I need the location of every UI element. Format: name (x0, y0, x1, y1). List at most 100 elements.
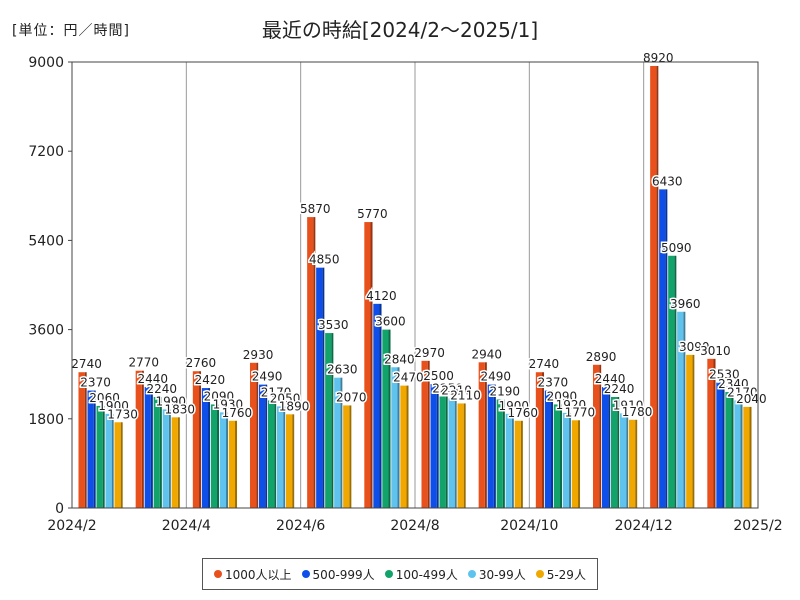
bar-shade (484, 362, 487, 508)
data-label: 3960 (670, 297, 701, 311)
bar-shade (599, 364, 602, 508)
bar-shade (120, 422, 123, 508)
bar (144, 387, 151, 508)
data-label: 2210 (441, 383, 472, 397)
bar-shade (168, 409, 171, 508)
data-label: 4120 (366, 289, 397, 303)
data-label: 2110 (450, 388, 481, 402)
bar (457, 403, 464, 508)
data-label: 1760 (507, 406, 538, 420)
bar-shade (256, 362, 259, 508)
bar (219, 412, 227, 508)
bar-shade (608, 387, 611, 508)
bar-shade (713, 358, 716, 508)
bar-shade (217, 404, 220, 508)
bar-shade (520, 420, 523, 508)
bar-shade (542, 372, 545, 508)
data-label: 5090 (661, 241, 692, 255)
data-label-layer: 2740237020601900173027702440224019901830… (70, 49, 768, 422)
bar (228, 420, 236, 508)
y-tick-label: 9000 (28, 55, 64, 71)
legend-marker (535, 570, 544, 578)
bar (496, 399, 503, 508)
legend-label: 5-29人 (546, 567, 586, 582)
legend: 1000人以上 500-999人 100-499人 30-99人 5-29人 (202, 558, 598, 590)
data-label: 2370 (80, 376, 111, 390)
bar-shade (388, 329, 391, 508)
data-label: 2740 (71, 357, 102, 371)
data-label: 3090 (679, 340, 710, 354)
data-label: 4850 (309, 253, 340, 267)
bar (448, 398, 455, 508)
bar (192, 371, 200, 508)
data-label: 2070 (336, 390, 367, 404)
bar (725, 392, 732, 508)
data-label: 2500 (423, 369, 454, 383)
bar (571, 420, 579, 508)
data-label: 1730 (107, 407, 138, 421)
data-label: 6430 (652, 174, 683, 188)
bar (430, 384, 437, 508)
data-label: 2090 (204, 389, 235, 403)
data-label: 2630 (327, 363, 358, 377)
data-label: 1760 (222, 406, 253, 420)
y-tick-label: 1800 (28, 412, 64, 428)
legend-label: 30-99人 (478, 567, 526, 582)
legend-item: 500-999人 (301, 566, 375, 583)
bar (400, 385, 407, 508)
data-label: 2040 (736, 392, 767, 406)
data-label: 2090 (547, 389, 578, 403)
bar-shade (617, 396, 620, 508)
bar-shade (674, 255, 677, 508)
legend-item: 5-29人 (535, 566, 586, 583)
bar (87, 390, 94, 508)
chart-title: 最近の時給[2024/2～2025/1] (261, 18, 539, 42)
legend-marker (467, 570, 476, 578)
bar-shade (626, 413, 629, 508)
bar-shade (665, 189, 668, 508)
bar-shade (379, 303, 382, 508)
bar-shade (692, 354, 695, 508)
bar (114, 422, 121, 508)
bar-shade (569, 412, 572, 508)
data-label: 3010 (700, 344, 731, 358)
bar-shade (749, 406, 752, 508)
data-label: 2930 (243, 348, 274, 362)
data-label: 2470 (393, 371, 424, 385)
bar-shade (427, 360, 430, 508)
bar (267, 400, 275, 508)
data-label: 2440 (595, 372, 626, 386)
data-label: 2940 (471, 347, 502, 361)
data-label: 1990 (155, 394, 186, 408)
legend-item: 100-499人 (384, 566, 458, 583)
bar-shade (349, 405, 352, 508)
bar-shade (397, 367, 400, 508)
data-label: 2490 (480, 370, 511, 384)
data-label: 3530 (318, 318, 349, 332)
bar (391, 367, 398, 508)
legend-item: 30-99人 (467, 566, 526, 583)
data-label: 1890 (279, 399, 310, 413)
data-label: 2890 (586, 350, 617, 364)
bar-shade (208, 388, 211, 508)
legend-label: 500-999人 (312, 567, 375, 582)
data-label: 1780 (622, 405, 653, 419)
bar-shade (370, 222, 373, 508)
data-label: 1930 (213, 397, 244, 411)
bar (249, 362, 257, 508)
data-label: 2970 (414, 346, 445, 360)
data-label: 1830 (164, 402, 195, 416)
bar (316, 267, 323, 508)
bar-shade (159, 396, 162, 508)
data-label: 5870 (300, 202, 331, 216)
bar (285, 414, 293, 508)
bar-shade (406, 385, 409, 508)
bar-layer (78, 65, 752, 508)
bar (734, 400, 741, 508)
bar-shade (93, 390, 96, 508)
y-tick-label: 0 (55, 501, 64, 517)
bar-shade (292, 414, 295, 508)
bar (439, 396, 446, 508)
data-label: 2740 (529, 357, 560, 371)
bar (96, 405, 103, 508)
